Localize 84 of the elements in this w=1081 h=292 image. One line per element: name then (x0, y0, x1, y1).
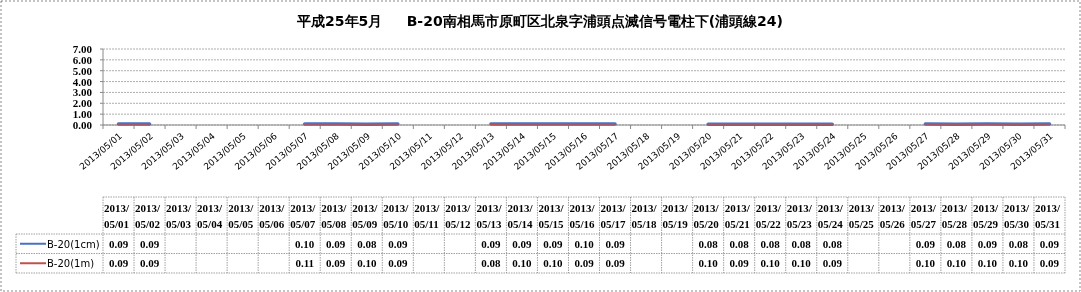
category-label: 2013/05/05 (228, 202, 254, 230)
category-label: 2013/05/25 (848, 202, 874, 230)
category-label: 2013/05/14 (507, 202, 533, 230)
category-label: 2013/05/30 (1003, 202, 1029, 230)
data-label: 0.09 (139, 257, 160, 270)
data-label: 0.09 (388, 237, 408, 250)
data-label: 0.10 (574, 237, 595, 250)
category-label: 2013/05/03 (166, 202, 192, 230)
category-label: 2013/05/29 (972, 202, 998, 230)
category-label: 2013/05/08 (321, 202, 347, 230)
legend-label: B-20(1cm) (47, 238, 100, 250)
category-label: 2013/05/01 (104, 202, 130, 230)
data-label: 0.09 (543, 237, 564, 250)
data-label: 0.09 (108, 237, 129, 250)
category-label: 2013/05/09 (352, 202, 378, 230)
y-tick-label: 3.00 (72, 86, 93, 99)
data-label: 0.09 (605, 237, 626, 250)
y-tick-label: 1.00 (72, 108, 93, 121)
data-label: 0.08 (760, 237, 781, 250)
category-label: 2013/05/10 (383, 202, 409, 230)
data-label: 0.09 (139, 237, 160, 250)
category-label: 2013/05/26 (879, 202, 905, 230)
data-label: 0.09 (481, 237, 502, 250)
y-tick-label: 5.00 (72, 64, 93, 77)
data-label: 0.10 (1008, 257, 1029, 270)
category-label: 2013/05/13 (476, 202, 502, 230)
data-label: 0.08 (481, 257, 502, 270)
data-label: 0.09 (729, 257, 750, 270)
data-label: 0.10 (698, 257, 719, 270)
category-label: 2013/05/04 (197, 202, 223, 230)
data-label: 0.10 (915, 257, 936, 270)
category-label: 2013/05/02 (135, 202, 161, 230)
data-label: 0.11 (295, 257, 315, 270)
legend-label: B-20(1m) (47, 258, 95, 270)
data-label: 0.08 (946, 237, 967, 250)
data-label: 0.10 (946, 257, 967, 270)
data-label: 0.10 (357, 257, 377, 270)
data-label: 0.09 (977, 237, 998, 250)
category-label: 2013/05/17 (600, 202, 626, 230)
data-label: 0.09 (574, 257, 595, 270)
data-label: 0.09 (822, 257, 843, 270)
category-label: 2013/05/20 (693, 202, 719, 230)
category-label: 2013/05/18 (631, 202, 657, 230)
category-label: 2013/05/31 (1034, 202, 1061, 230)
data-label: 0.08 (791, 237, 812, 250)
data-label: 0.10 (791, 257, 812, 270)
category-label: 2013/05/21 (724, 202, 750, 230)
category-label: 2013/05/27 (910, 202, 936, 230)
data-label: 0.08 (1008, 237, 1029, 250)
data-label: 0.09 (512, 237, 533, 250)
y-tick-label: 2.00 (72, 97, 93, 110)
chart-title: 平成25年5月 B-20南相馬市原町区北泉字浦頭点滅信号電柱下(浦頭線24) (296, 13, 783, 29)
category-label: 2013/05/07 (290, 202, 316, 230)
data-label: 0.10 (512, 257, 533, 270)
category-label: 2013/05/28 (941, 202, 967, 230)
data-label: 0.09 (326, 237, 346, 250)
data-label: 0.09 (326, 257, 346, 270)
data-label: 0.10 (295, 237, 315, 250)
data-label: 0.08 (822, 237, 843, 250)
category-label: 2013/05/15 (538, 202, 564, 230)
data-label: 0.09 (108, 257, 129, 270)
category-label: 2013/05/16 (569, 202, 595, 230)
category-label: 2013/05/22 (755, 202, 781, 230)
data-label: 0.10 (543, 257, 564, 270)
category-label: 2013/05/24 (817, 202, 843, 230)
data-label: 0.10 (760, 257, 781, 270)
category-label: 2013/05/23 (786, 202, 812, 230)
category-label: 2013/05/19 (662, 202, 688, 230)
data-label: 0.09 (915, 237, 936, 250)
data-label: 0.09 (605, 257, 626, 270)
data-label: 0.10 (977, 257, 998, 270)
category-label: 2013/05/12 (445, 202, 471, 230)
y-tick-label: 0.00 (72, 119, 93, 131)
category-label: 2013/05/06 (259, 202, 285, 230)
y-tick-label: 7.00 (72, 43, 93, 55)
data-label: 0.08 (357, 237, 377, 250)
data-label: 0.09 (1039, 257, 1060, 270)
data-label: 0.09 (388, 257, 408, 270)
data-label: 0.08 (729, 237, 750, 250)
category-label: 2013/05/11 (414, 202, 440, 230)
data-label: 0.09 (1039, 237, 1060, 250)
y-tick-label: 6.00 (72, 53, 93, 66)
y-tick-label: 4.00 (72, 75, 93, 88)
data-label: 0.08 (698, 237, 719, 250)
